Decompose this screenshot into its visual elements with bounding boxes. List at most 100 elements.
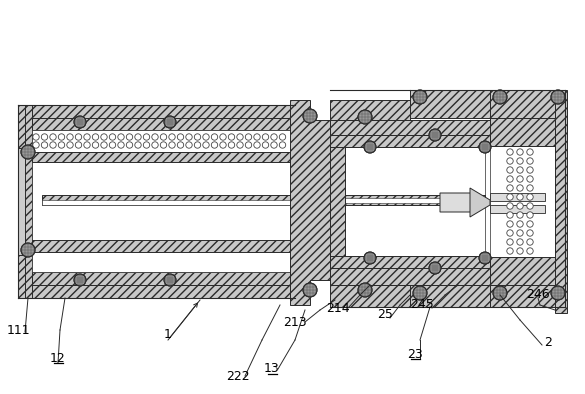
Circle shape xyxy=(74,274,86,286)
Circle shape xyxy=(75,142,82,148)
Circle shape xyxy=(527,203,533,209)
Polygon shape xyxy=(470,188,490,217)
Circle shape xyxy=(228,142,235,148)
Bar xyxy=(330,285,410,307)
Bar xyxy=(330,268,555,285)
Circle shape xyxy=(493,90,507,104)
Circle shape xyxy=(164,116,176,128)
Bar xyxy=(410,285,490,307)
Circle shape xyxy=(67,142,73,148)
Bar xyxy=(42,200,290,205)
Circle shape xyxy=(21,243,35,257)
Text: 111: 111 xyxy=(6,323,30,336)
Circle shape xyxy=(479,252,491,264)
Circle shape xyxy=(517,185,523,191)
Bar xyxy=(330,135,490,147)
Circle shape xyxy=(551,90,565,104)
Circle shape xyxy=(109,134,116,140)
Bar xyxy=(330,147,345,256)
Bar xyxy=(25,285,295,298)
Circle shape xyxy=(169,142,175,148)
Circle shape xyxy=(429,129,441,141)
Text: 222: 222 xyxy=(226,370,250,383)
Circle shape xyxy=(143,142,150,148)
Polygon shape xyxy=(440,193,485,212)
Text: 23: 23 xyxy=(407,348,423,361)
Circle shape xyxy=(279,142,285,148)
Bar xyxy=(42,195,290,205)
Circle shape xyxy=(160,134,167,140)
Circle shape xyxy=(211,134,218,140)
Circle shape xyxy=(429,262,441,274)
Circle shape xyxy=(507,230,513,236)
Polygon shape xyxy=(18,240,25,298)
Circle shape xyxy=(358,110,372,124)
Circle shape xyxy=(479,141,491,153)
Circle shape xyxy=(527,149,533,155)
Circle shape xyxy=(507,167,513,173)
Circle shape xyxy=(152,134,158,140)
Circle shape xyxy=(220,134,226,140)
Circle shape xyxy=(245,134,252,140)
Bar xyxy=(330,195,485,205)
Circle shape xyxy=(33,134,39,140)
Circle shape xyxy=(118,134,124,140)
Circle shape xyxy=(507,185,513,191)
Bar xyxy=(555,90,567,313)
Circle shape xyxy=(413,90,427,104)
Circle shape xyxy=(84,134,90,140)
Circle shape xyxy=(262,134,269,140)
Text: 13: 13 xyxy=(264,362,280,375)
Bar xyxy=(490,205,545,213)
Bar xyxy=(32,272,290,285)
Circle shape xyxy=(21,145,35,159)
Circle shape xyxy=(169,134,175,140)
Circle shape xyxy=(507,149,513,155)
Bar xyxy=(330,198,440,203)
Bar xyxy=(330,256,490,268)
Text: 12: 12 xyxy=(50,351,66,364)
Circle shape xyxy=(237,142,243,148)
Circle shape xyxy=(507,203,513,209)
Circle shape xyxy=(237,134,243,140)
Text: 214: 214 xyxy=(326,301,350,314)
Circle shape xyxy=(135,142,141,148)
Circle shape xyxy=(254,134,260,140)
Circle shape xyxy=(517,230,523,236)
Bar xyxy=(330,100,410,120)
Circle shape xyxy=(527,185,533,191)
Circle shape xyxy=(527,248,533,254)
Circle shape xyxy=(413,286,427,300)
Circle shape xyxy=(194,142,201,148)
Text: 1: 1 xyxy=(164,329,172,342)
Circle shape xyxy=(135,134,141,140)
Circle shape xyxy=(517,239,523,245)
Circle shape xyxy=(517,212,523,218)
Circle shape xyxy=(50,142,56,148)
Circle shape xyxy=(228,134,235,140)
Bar xyxy=(490,193,545,201)
Circle shape xyxy=(177,142,184,148)
Circle shape xyxy=(177,134,184,140)
Circle shape xyxy=(527,158,533,164)
Circle shape xyxy=(517,203,523,209)
Text: 2: 2 xyxy=(544,336,552,349)
Bar xyxy=(32,130,295,272)
Circle shape xyxy=(517,167,523,173)
Circle shape xyxy=(517,158,523,164)
Circle shape xyxy=(160,142,167,148)
Circle shape xyxy=(58,134,65,140)
Circle shape xyxy=(254,142,260,148)
Circle shape xyxy=(271,134,277,140)
Circle shape xyxy=(507,248,513,254)
Bar xyxy=(25,105,295,118)
Bar xyxy=(18,105,32,298)
Circle shape xyxy=(517,221,523,227)
Circle shape xyxy=(517,176,523,182)
Text: 245: 245 xyxy=(410,299,434,312)
Bar xyxy=(32,240,295,252)
Circle shape xyxy=(245,142,252,148)
Circle shape xyxy=(271,142,277,148)
Bar xyxy=(18,148,25,255)
Circle shape xyxy=(303,109,317,123)
